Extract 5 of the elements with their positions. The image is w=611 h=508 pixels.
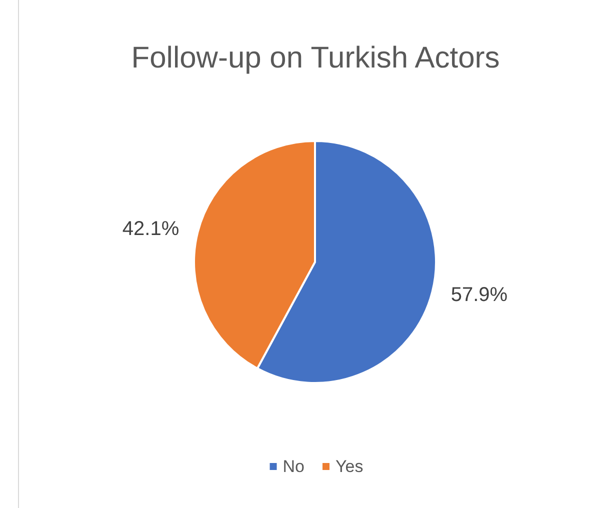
data-label: 42.1% — [122, 218, 180, 240]
legend-label: No — [282, 457, 304, 476]
legend-label: Yes — [336, 457, 364, 476]
chart-title: Follow-up on Turkish Actors — [131, 42, 500, 74]
data-label: 57.9% — [450, 284, 508, 306]
